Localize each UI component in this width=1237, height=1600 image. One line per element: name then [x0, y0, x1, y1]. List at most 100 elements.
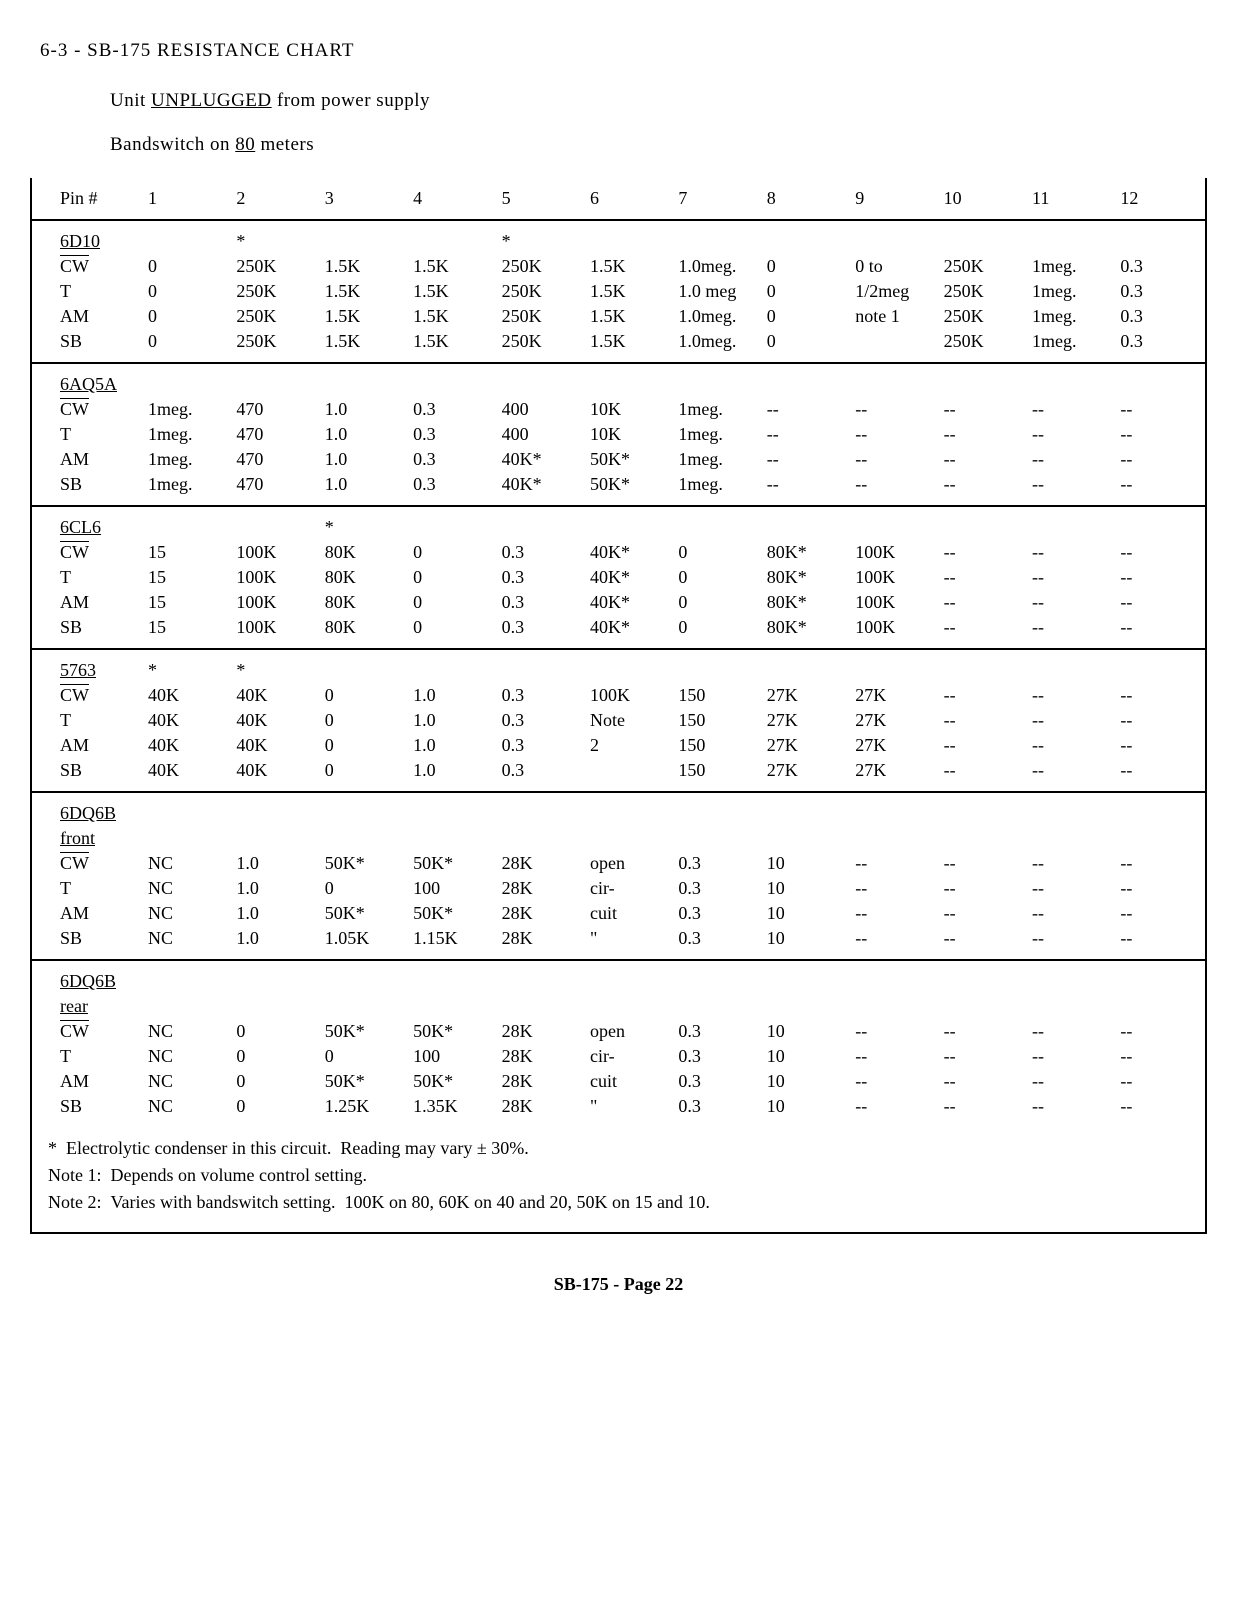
star-cell — [1116, 969, 1205, 994]
value-cell: 0.3 — [1116, 304, 1205, 329]
value-cell: 0 — [409, 615, 497, 640]
value-cell: 470 — [232, 447, 320, 472]
pin-4: 4 — [409, 178, 497, 220]
value-cell: -- — [940, 590, 1028, 615]
value-cell: 28K — [498, 851, 586, 876]
tube-name: 5763 — [32, 658, 144, 683]
value-cell: -- — [940, 472, 1028, 497]
star-cell — [1028, 658, 1116, 683]
pin-12: 12 — [1116, 178, 1205, 220]
mode-label: SB — [32, 472, 144, 497]
value-cell: 1.0meg. — [674, 254, 762, 279]
table-row: CWNC050K*50K*28Kopen0.310-------- — [32, 1019, 1205, 1044]
value-cell: 28K — [498, 1069, 586, 1094]
star-cell: * — [498, 229, 586, 254]
star-cell — [674, 658, 762, 683]
mode-label: AM — [32, 304, 144, 329]
star-cell: * — [321, 515, 409, 540]
mode-label: T — [32, 708, 144, 733]
value-cell: 10 — [763, 926, 851, 951]
value-cell: 1.5K — [586, 329, 674, 354]
value-cell: -- — [1028, 565, 1116, 590]
value-cell: -- — [1116, 851, 1205, 876]
value-cell: 0 — [144, 304, 232, 329]
note-star: * Electrolytic condenser in this circuit… — [48, 1135, 1189, 1162]
star-cell — [498, 515, 586, 540]
table-row: T1meg.4701.00.340010K1meg.---------- — [32, 422, 1205, 447]
value-cell: -- — [940, 708, 1028, 733]
value-cell: 1meg. — [1028, 329, 1116, 354]
value-cell: 1.5K — [586, 304, 674, 329]
star-cell — [851, 229, 939, 254]
value-cell: NC — [144, 926, 232, 951]
value-cell: 0 — [409, 590, 497, 615]
value-cell: -- — [1028, 851, 1116, 876]
value-cell: -- — [1028, 397, 1116, 422]
value-cell: 0 — [321, 708, 409, 733]
star-cell — [409, 969, 497, 994]
value-cell: 0 — [409, 565, 497, 590]
value-cell: 10 — [763, 851, 851, 876]
value-cell: 1/2meg — [851, 279, 939, 304]
value-cell: 0 — [674, 540, 762, 565]
table-notes: * Electrolytic condenser in this circuit… — [32, 1127, 1205, 1232]
value-cell: 1meg. — [144, 472, 232, 497]
value-cell: 1meg. — [674, 397, 762, 422]
table-section: 5763**CW40K40K01.00.3100K15027K27K------… — [32, 649, 1205, 792]
value-cell: 250K — [498, 304, 586, 329]
value-cell: -- — [1028, 901, 1116, 926]
star-cell — [674, 229, 762, 254]
value-cell: -- — [940, 447, 1028, 472]
value-cell: 0.3 — [674, 901, 762, 926]
value-cell: 0 — [321, 876, 409, 901]
value-cell: 0 — [763, 304, 851, 329]
value-cell: 10 — [763, 876, 851, 901]
value-cell: 27K — [763, 708, 851, 733]
value-cell: 0.3 — [674, 1019, 762, 1044]
star-cell — [674, 969, 762, 994]
star-cell — [409, 372, 497, 397]
value-cell: NC — [144, 1019, 232, 1044]
value-cell: 0.3 — [674, 876, 762, 901]
value-cell: 40K* — [498, 472, 586, 497]
value-cell: 250K — [940, 329, 1028, 354]
table-row: CWNC1.050K*50K*28Kopen0.310-------- — [32, 851, 1205, 876]
value-cell: 27K — [763, 758, 851, 783]
value-cell: 0.3 — [498, 733, 586, 758]
table-row: T0250K1.5K1.5K250K1.5K1.0 meg01/2meg250K… — [32, 279, 1205, 304]
mode-label: CW — [32, 397, 144, 422]
value-cell: 470 — [232, 472, 320, 497]
value-cell: 27K — [851, 708, 939, 733]
table-row: TNC0010028Kcir-0.310-------- — [32, 1044, 1205, 1069]
value-cell: 1meg. — [1028, 279, 1116, 304]
table-row: AM0250K1.5K1.5K250K1.5K1.0meg.0note 1250… — [32, 304, 1205, 329]
star-cell — [232, 969, 320, 994]
value-cell: -- — [1116, 540, 1205, 565]
value-cell: -- — [940, 851, 1028, 876]
star-cell — [498, 969, 586, 994]
value-cell: 10K — [586, 397, 674, 422]
value-cell: NC — [144, 1044, 232, 1069]
value-cell: 0.3 — [498, 708, 586, 733]
value-cell: 1.35K — [409, 1094, 497, 1119]
star-cell — [232, 515, 320, 540]
value-cell: 100K — [851, 615, 939, 640]
mode-label: SB — [32, 1094, 144, 1119]
value-cell: 150 — [674, 733, 762, 758]
value-cell: 0.3 — [674, 1069, 762, 1094]
value-cell: 50K* — [321, 1069, 409, 1094]
value-cell: 50K* — [409, 851, 497, 876]
star-cell — [232, 372, 320, 397]
pin-2: 2 — [232, 178, 320, 220]
value-cell: 0 — [321, 758, 409, 783]
table-row: AMNC1.050K*50K*28Kcuit0.310-------- — [32, 901, 1205, 926]
value-cell: 1.0 — [409, 708, 497, 733]
value-cell: 80K — [321, 565, 409, 590]
star-cell — [1116, 372, 1205, 397]
value-cell: -- — [1028, 1094, 1116, 1119]
value-cell: 27K — [851, 758, 939, 783]
value-cell: -- — [1116, 1019, 1205, 1044]
mode-label: CW — [32, 851, 144, 876]
value-cell: 10K — [586, 422, 674, 447]
value-cell: 50K* — [409, 901, 497, 926]
